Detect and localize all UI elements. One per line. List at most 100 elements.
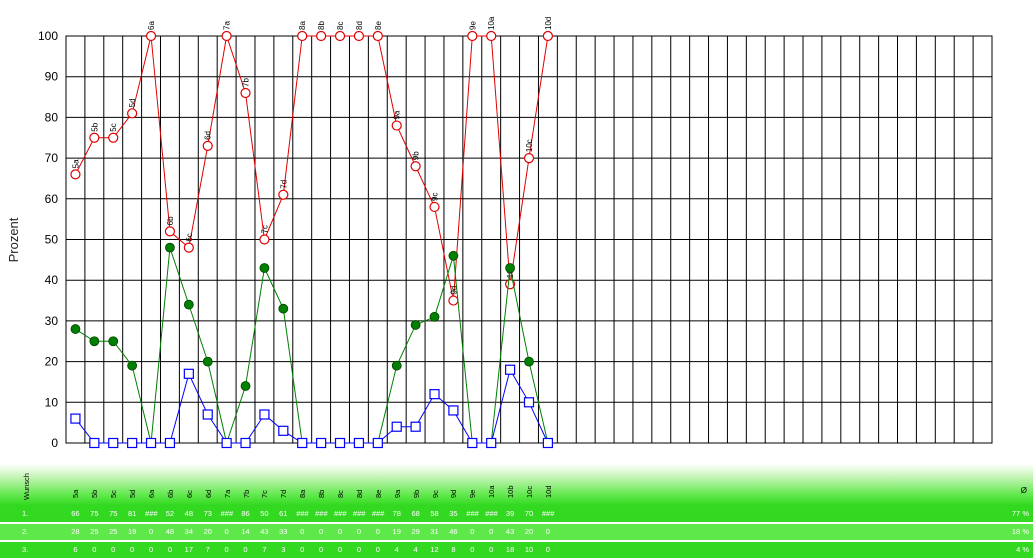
column-header: 7d — [279, 489, 289, 498]
data-point — [183, 368, 194, 379]
point-label: 9d — [449, 286, 458, 295]
data-point — [70, 324, 81, 334]
y-tick-label: 10 — [45, 395, 59, 409]
point-label: 5b — [90, 122, 99, 131]
table-cell: 6 — [73, 545, 78, 554]
data-point — [183, 299, 194, 310]
table-cell: 25 — [109, 527, 118, 536]
data-point — [353, 437, 365, 449]
table-cell: 0 — [489, 527, 494, 536]
data-point — [70, 169, 81, 180]
table-cell: 46 — [449, 527, 458, 536]
point-label: 9c — [431, 192, 440, 200]
data-point — [486, 437, 497, 449]
column-header: 9c — [430, 490, 440, 498]
table-cell: 39 — [505, 509, 515, 518]
data-point — [410, 161, 421, 172]
data-point — [278, 425, 289, 436]
data-point — [89, 336, 100, 347]
table-cell: 75 — [90, 509, 99, 518]
data-point — [165, 242, 175, 253]
table-cell: 0 — [489, 545, 494, 554]
data-point — [353, 30, 365, 42]
point-label: 10a — [487, 16, 496, 30]
data-point — [372, 30, 383, 42]
table-cell: 58 — [430, 509, 439, 518]
data-point — [486, 30, 497, 42]
table-cell: ### — [371, 509, 385, 518]
table-cell: 48 — [165, 527, 175, 536]
table-cell: ### — [466, 509, 479, 518]
data-point — [278, 189, 289, 200]
point-label: 9b — [412, 151, 421, 160]
column-header: 5a — [71, 489, 81, 498]
table-cell: 81 — [127, 509, 137, 518]
data-point — [391, 421, 402, 432]
column-header: 9a — [392, 489, 402, 498]
column-header: 6b — [165, 489, 175, 498]
table-cell: 18 — [505, 545, 515, 554]
data-point — [183, 242, 194, 253]
series-line — [75, 35, 549, 301]
column-header: 5b — [90, 489, 100, 498]
table-cell: 17 — [184, 545, 193, 554]
chart-grid — [65, 35, 993, 444]
table-row: 2. 18 % 28 25 25 19 0 48 34 20 0 14 43 33 0 0 0 0 0 19 29 3… — [0, 524, 1033, 540]
column-header: 5c — [109, 490, 119, 498]
table-cell: 73 — [203, 509, 212, 518]
table-cell: 43 — [505, 527, 515, 536]
data-point — [505, 263, 516, 273]
point-label: 8d — [355, 21, 364, 30]
point-label: 6a — [147, 21, 156, 30]
table-cell: 19 — [127, 527, 137, 536]
data-point — [127, 108, 138, 119]
table-cell: ### — [145, 509, 158, 518]
table-header-row: Wunsch Ø 5a 5b 5c 5d 6a 6b 6c 6d 7a 7b 7c 7d 8a 8b 8c 8… — [0, 464, 1033, 506]
table-cell: 29 — [411, 527, 420, 536]
table-cell: 0 — [130, 545, 135, 554]
table-cell: 20 — [524, 527, 534, 536]
table-cell: ### — [485, 509, 498, 518]
line-chart: 0 10 20 30 40 50 60 70 80 90 100 Prozent 5a 5b 5c 5d 6… — [6, 16, 993, 450]
row-average: 18 % — [1011, 527, 1029, 536]
table-cell: 8 — [451, 545, 456, 554]
table-cell: 0 — [224, 545, 229, 554]
table-cell: 43 — [260, 527, 269, 536]
table-cell: 28 — [71, 527, 80, 536]
column-header: 5d — [128, 489, 138, 498]
data-point — [542, 437, 553, 449]
data-point — [391, 120, 402, 131]
table-cell: 0 — [224, 527, 229, 536]
y-tick-label: 60 — [45, 192, 59, 206]
table-cell: 35 — [449, 509, 458, 518]
table-cell: 68 — [411, 509, 420, 518]
table-cell: 12 — [430, 545, 439, 554]
point-label: 8e — [374, 21, 383, 30]
column-header: 8a — [298, 489, 308, 498]
column-header: 9b — [411, 489, 421, 498]
table-cell: 0 — [356, 545, 361, 554]
point-label: 7d — [279, 180, 288, 189]
data-point — [127, 360, 138, 371]
data-point — [145, 30, 157, 42]
table-row: 1. 77 % 66 75 75 81 ### 52 48 73 ### 86 50 61 ### ###… — [0, 506, 1033, 522]
data-point — [221, 30, 232, 42]
y-tick-label: 20 — [45, 355, 59, 369]
table-cell: 52 — [165, 509, 175, 518]
data-point — [467, 30, 478, 42]
data-point — [505, 364, 516, 375]
column-header: 10d — [543, 485, 553, 498]
table-cell: 0 — [92, 545, 97, 554]
column-header: 9d — [449, 489, 459, 498]
column-header: 8e — [373, 489, 383, 498]
data-point — [202, 356, 213, 367]
column-header: 10b — [506, 485, 516, 498]
data-point — [108, 132, 119, 143]
data-point — [524, 356, 534, 367]
data-point — [316, 30, 327, 42]
table-cell: 61 — [279, 509, 288, 518]
table-cell: 4 — [413, 545, 418, 554]
point-label: 6c — [185, 233, 194, 241]
y-tick-label: 40 — [45, 273, 59, 287]
data-point — [542, 30, 553, 42]
